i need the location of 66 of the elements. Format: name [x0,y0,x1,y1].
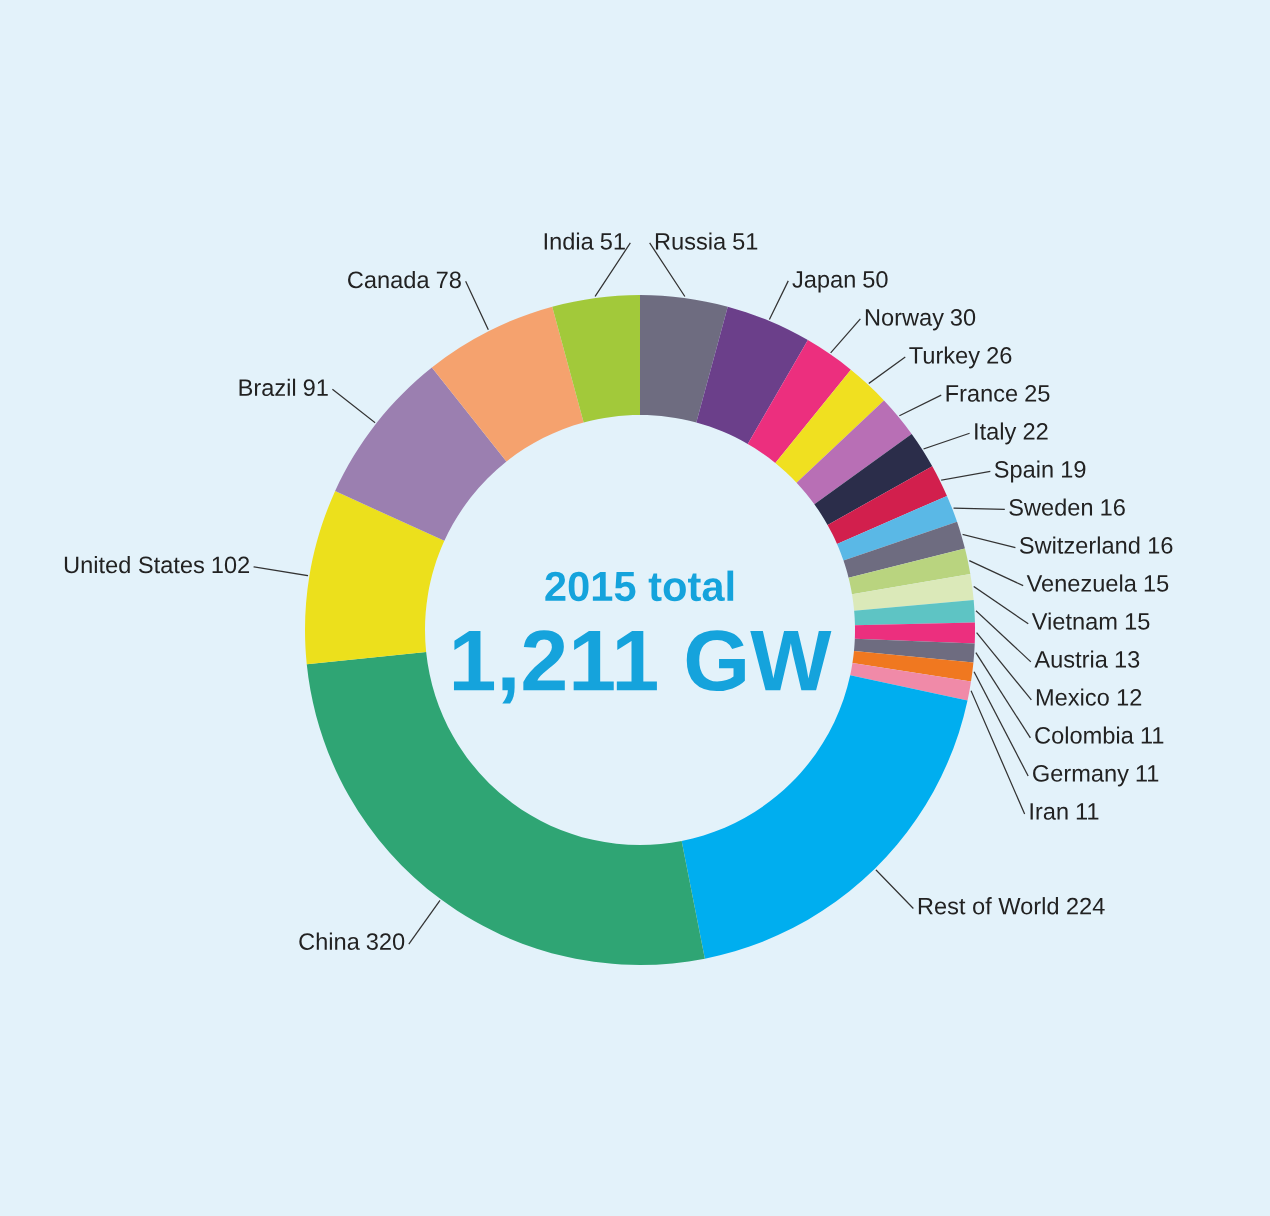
slice-label: Russia [655,232,727,250]
donut-slice [848,548,971,595]
donut-slice [696,306,808,444]
data-label: 51 [600,233,625,250]
slice-label: Iran [1030,803,1068,820]
slice-label: Canada [348,270,430,289]
data-label: 50 [863,271,888,288]
donut-slice [827,466,947,544]
donut-slice [854,622,975,644]
data-label: 11 [1076,803,1099,820]
text: 2015 total [545,570,734,602]
slice-label: Mexico [1036,688,1109,706]
donut-slice [851,574,974,611]
slice-label: India [544,232,594,250]
slice-label: China [299,932,360,950]
donut-slice [335,367,507,541]
data-label: 224 [1067,897,1105,915]
slice-label: Turkey [909,346,981,369]
data-label: 22 [1023,423,1048,440]
text: 1,211 GW [453,630,832,704]
data-label: 16 [1149,537,1173,554]
slice-label: Norway [865,309,944,331]
slice-label: Germany [1033,765,1129,787]
slice-label: United States [64,555,204,574]
slice-label: Italy [975,422,1017,445]
data-label: 91 [303,379,328,397]
slice-label: Vietnam [1031,612,1117,630]
data-label: 25 [1025,385,1050,402]
slice-label: Japan [792,271,855,293]
donut-slice [305,491,445,665]
data-label: 102 [212,556,250,574]
slice-label: Spain [994,460,1053,483]
data-label: 12 [1117,689,1142,706]
data-label: 16 [1101,499,1125,516]
data-label: 19 [1062,461,1086,478]
data-label: 15 [1144,575,1169,592]
donut-slice [850,663,971,701]
data-label: 11 [1141,727,1164,744]
slice-label: Switzerland [1019,536,1140,554]
donut-slice [814,434,933,525]
donut-slice [431,306,584,462]
slice-label: Austria [1034,650,1108,668]
slice-label: Venezuela [1026,574,1137,592]
donut-slice [843,521,965,578]
slice-label: Colombia [1035,726,1134,744]
data-label: 51 [733,233,758,250]
data-label: 78 [436,271,461,289]
donut-slice [853,638,975,663]
data-label: 13 [1115,651,1140,668]
donut-slice [640,295,728,423]
slice-label: Rest of World [918,897,1059,915]
donut-slice [837,495,958,561]
slice-label: France [946,385,1018,402]
donut-slice [854,600,975,626]
slice-label: Sweden [1009,498,1093,516]
data-label: 30 [950,309,976,326]
data-label: 26 [987,347,1012,364]
donut-slice [796,400,912,505]
donut-slice [775,369,884,483]
donut-slice [552,295,640,423]
donut-slice [747,340,851,463]
data-label: 15 [1125,613,1150,630]
donut-slice [852,650,974,682]
data-label: 11 [1136,765,1159,782]
data-label: 320 [366,933,405,950]
slice-label: Brazil [239,378,296,397]
